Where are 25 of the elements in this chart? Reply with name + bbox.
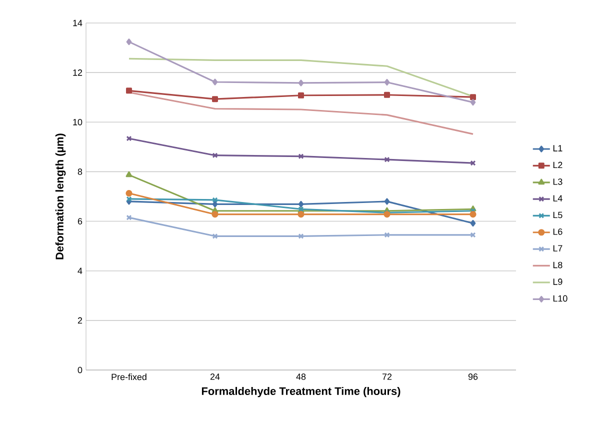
- y-tick-label: 14: [73, 20, 82, 26]
- legend-label: L2: [553, 162, 562, 168]
- legend-label: L10: [553, 295, 568, 302]
- y-tick-label: 4: [78, 268, 82, 274]
- x-tick-label: 96: [468, 374, 478, 380]
- x-tick-label: Pre-fixed: [112, 374, 146, 380]
- x-tick-label: 72: [382, 374, 392, 380]
- x-tick-label: 24: [210, 374, 220, 380]
- legend-label: L6: [553, 228, 562, 235]
- y-tick-label: 2: [78, 317, 82, 324]
- legend-label: L9: [553, 278, 562, 285]
- legend-label: L4: [553, 195, 562, 202]
- legend-label: L8: [553, 262, 562, 268]
- legend-label: L5: [553, 212, 562, 218]
- legend-label: L3: [553, 178, 562, 185]
- y-axis-title: Deformation length (µm): [55, 134, 66, 260]
- y-tick-label: 8: [78, 168, 82, 175]
- x-tick-label: 48: [296, 374, 306, 380]
- x-axis-title: Formaldehyde Treatment Time (hours): [202, 386, 400, 398]
- legend-label: L1: [553, 145, 562, 152]
- y-tick-label: 12: [73, 69, 82, 76]
- legend-label: L7: [553, 245, 562, 252]
- y-tick-label: 0: [78, 366, 82, 374]
- y-tick-label: 6: [78, 218, 82, 224]
- y-tick-label: 10: [73, 118, 82, 126]
